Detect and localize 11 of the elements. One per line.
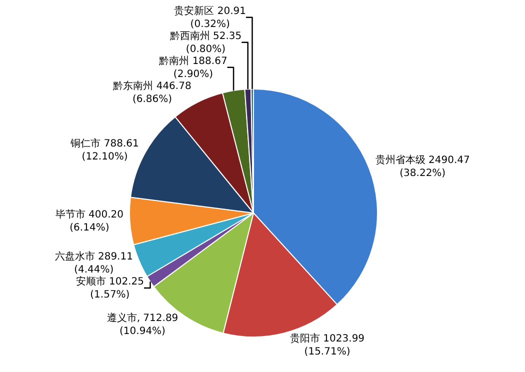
slice-label: 毕节市 400.20 (6.14%) [55, 208, 124, 234]
slice-label: 遵义市, 712.89 (10.94%) [106, 312, 178, 338]
slice-label: 铜仁市 788.61 (12.10%) [70, 137, 139, 162]
slice-label: 黔西南州 52.35 (0.80%) [168, 30, 242, 55]
slice-label: 安顺市 102.25 (1.57%) [76, 275, 144, 300]
slice-label: 贵安新区 20.91 (0.32%) [174, 4, 246, 30]
slice-label: 贵州省本级 2490.47 (38.22%) [375, 154, 470, 180]
slice-label: 六盘水市 289.11 (4.44%) [54, 250, 133, 276]
slice-label: 贵阳市 1023.99 (15.71%) [290, 332, 365, 358]
slice-label: 黔南州 188.67 (2.90%) [158, 54, 228, 80]
slice-label: 黔东南州 446.78 (6.86%) [112, 80, 192, 105]
